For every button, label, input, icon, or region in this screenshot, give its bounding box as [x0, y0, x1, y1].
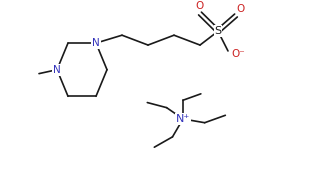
- Text: O: O: [196, 1, 204, 11]
- Text: N: N: [53, 65, 61, 75]
- Text: S: S: [214, 26, 222, 36]
- Text: O: O: [237, 4, 245, 14]
- Text: N: N: [92, 38, 100, 48]
- Text: N⁺: N⁺: [176, 114, 190, 124]
- Text: O⁻: O⁻: [231, 49, 245, 59]
